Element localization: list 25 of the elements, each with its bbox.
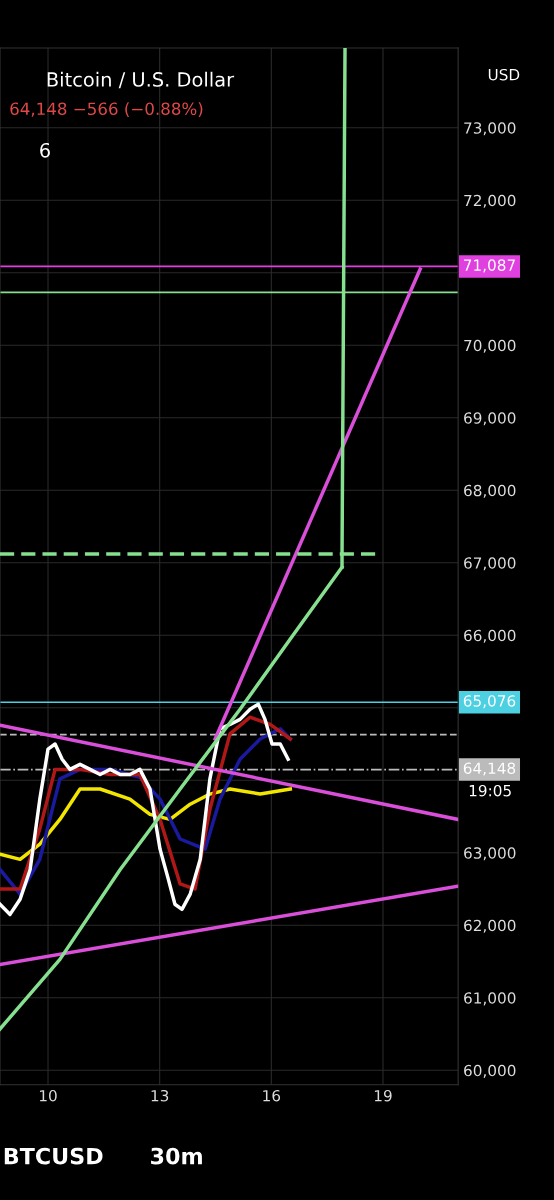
- x-tick-label: 16: [263, 1089, 281, 1102]
- ref-line-label: 71,087: [463, 259, 515, 273]
- ref-line-label: 64,148: [463, 762, 516, 776]
- text: 30m: [151, 1147, 202, 1165]
- text: 19:05: [469, 784, 511, 797]
- x-tick-label: 19: [374, 1089, 392, 1102]
- y-tick-label: 63,000: [464, 847, 516, 861]
- y-tick-label: 72,000: [464, 194, 516, 208]
- y-tick-label: 62,000: [464, 919, 516, 933]
- y-tick-label: 68,000: [464, 484, 516, 498]
- y-tick-label: 73,000: [464, 122, 516, 136]
- y-tick-label: 60,000: [464, 1064, 516, 1078]
- y-tick-label: 66,000: [464, 629, 516, 643]
- y-tick-label: 61,000: [464, 992, 516, 1006]
- text: 64,148 −566 (−0.88%): [10, 102, 203, 117]
- y-tick-label: 69,000: [464, 412, 516, 426]
- y-tick-label: 67,000: [464, 557, 516, 571]
- text: Bitcoin / U.S. Dollar: [47, 71, 235, 89]
- text: BTCUSD: [4, 1147, 103, 1165]
- annotation: 6: [40, 142, 50, 158]
- text: USD: [488, 68, 520, 81]
- y-tick-label: 70,000: [464, 339, 516, 353]
- ref-line-label: 65,076: [463, 695, 516, 709]
- x-tick-label: 13: [151, 1089, 169, 1102]
- x-tick-label: 10: [39, 1089, 57, 1102]
